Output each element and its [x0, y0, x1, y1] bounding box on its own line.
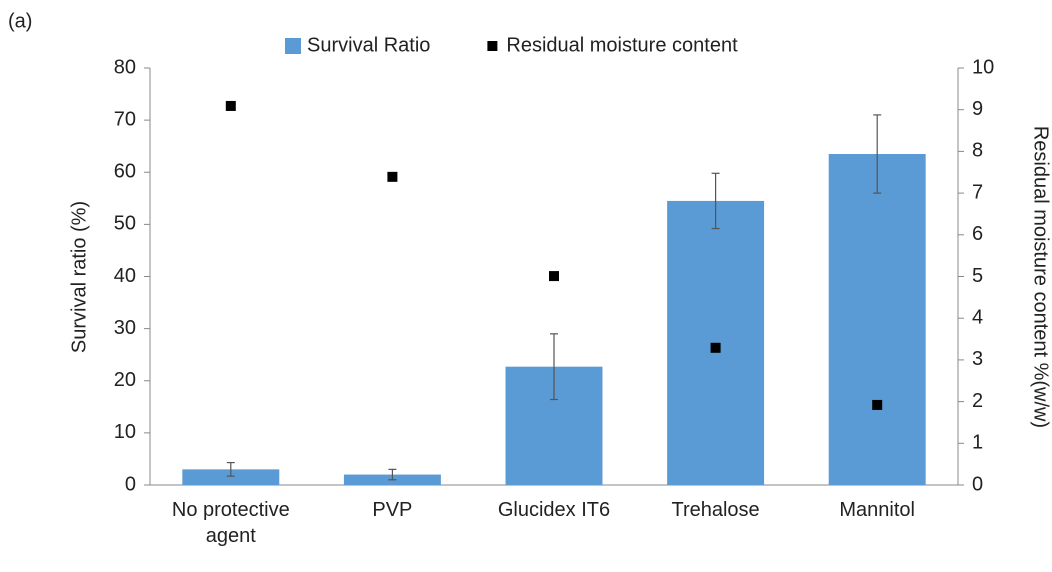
- y2-tick-label: 2: [972, 390, 983, 412]
- y2-tick-label: 3: [972, 348, 983, 370]
- y2-tick-label: 6: [972, 223, 983, 245]
- point: [225, 100, 236, 111]
- x-tick-label: Mannitol: [839, 499, 915, 521]
- y2-tick-label: 1: [972, 432, 983, 454]
- x-tick-label: Trehalose: [671, 499, 760, 521]
- legend-label: Residual moisture content: [506, 34, 738, 56]
- error-bar: [550, 333, 558, 401]
- y2-tick-label: 7: [972, 181, 983, 203]
- y-tick-label: 80: [114, 56, 136, 78]
- y2-tick-label: 5: [972, 265, 983, 287]
- x-tick-label: No protective agent: [171, 499, 290, 547]
- error-bar: [711, 172, 720, 230]
- error-bar: [873, 114, 882, 194]
- y-tick-label: 70: [114, 108, 136, 130]
- x-tick-label: PVP: [372, 499, 413, 521]
- y2-tick-label: 0: [972, 473, 983, 495]
- point: [710, 342, 721, 353]
- y-tick-label: 50: [114, 213, 136, 235]
- legend-swatch: [487, 41, 498, 51]
- y2-tick-label: 10: [972, 56, 994, 78]
- y-tick-label: 10: [114, 421, 136, 443]
- y-axis-label: Survival ratio (%): [68, 201, 90, 353]
- point: [549, 271, 559, 282]
- y2-tick-label: 8: [972, 140, 983, 162]
- legend-swatch: [285, 38, 301, 54]
- panel-label: (a): [8, 10, 32, 32]
- y-tick-label: 60: [114, 161, 136, 183]
- y-tick-label: 30: [114, 317, 136, 339]
- legend-label: Survival Ratio: [307, 34, 430, 56]
- bar: [182, 469, 280, 485]
- y2-axis-label: Residual moisture content %(w/w): [1030, 126, 1052, 428]
- y-tick-label: 40: [114, 265, 136, 287]
- error-bar: [388, 468, 397, 481]
- bar: [828, 154, 926, 485]
- x-tick-label: Glucidex IT6: [497, 499, 611, 521]
- y-tick-label: 20: [114, 369, 136, 391]
- y2-tick-label: 4: [972, 306, 983, 328]
- y-tick-label: 0: [125, 473, 136, 495]
- error-bar: [226, 461, 235, 477]
- y2-tick-label: 9: [972, 98, 983, 120]
- point: [387, 171, 398, 182]
- point: [872, 399, 883, 410]
